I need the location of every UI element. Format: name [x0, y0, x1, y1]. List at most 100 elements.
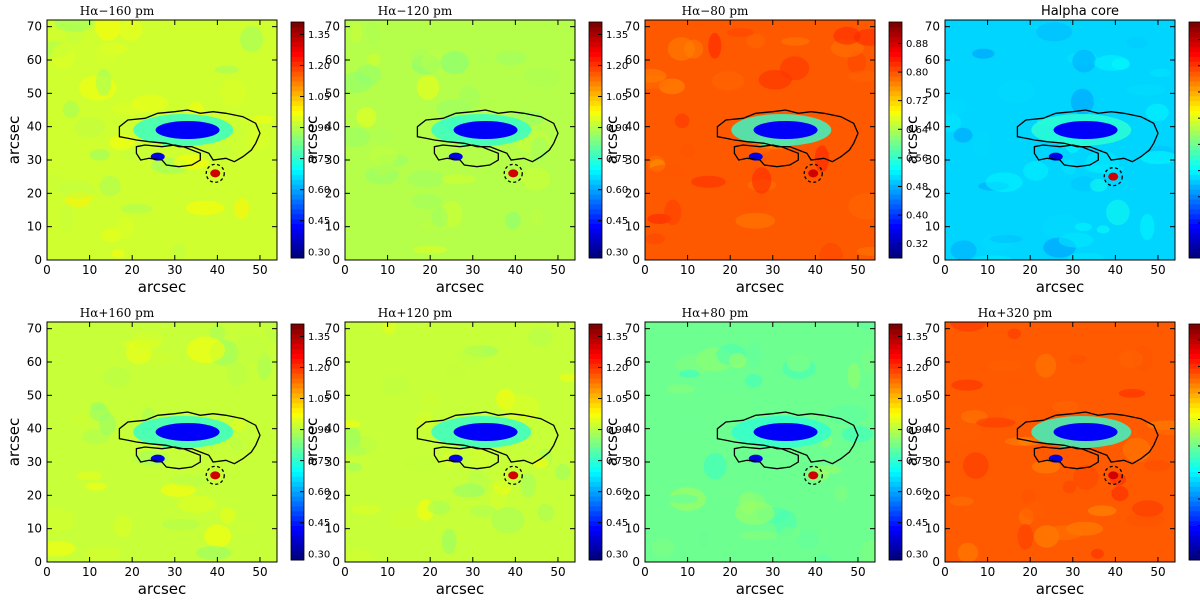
colorbar-segment [291, 56, 304, 62]
colorbar-segment [291, 338, 304, 345]
colorbar-segment [589, 397, 602, 404]
texture-blob [73, 117, 106, 138]
colorbar-segment [291, 417, 304, 423]
pore-contour [433, 144, 499, 168]
colorbar-segment [589, 545, 602, 551]
colorbar-segment [589, 100, 602, 107]
x-tick-label: 0 [341, 263, 349, 277]
colorbar-segment [889, 41, 902, 48]
colorbar-segment [889, 130, 902, 136]
colorbar-segment [291, 437, 304, 443]
colorbar-segment [1189, 515, 1200, 522]
y-tick-label: 50 [325, 86, 340, 100]
colorbar-segment [589, 343, 602, 350]
y-tick-label: 50 [925, 388, 940, 402]
colorbar-segment [889, 520, 902, 527]
colorbar-segment [1189, 238, 1200, 244]
colorbar-segment [589, 253, 602, 259]
colorbar-segment [889, 61, 902, 67]
colorbar-segment [291, 353, 304, 359]
colorbar-segment [291, 95, 304, 102]
pore-contour [1033, 144, 1099, 168]
colorbar-segment [889, 238, 902, 244]
texture-blob [440, 174, 476, 185]
colorbar-segment [291, 125, 304, 131]
colorbar-segment [291, 149, 304, 156]
colorbar-tick-label: 0.75 [308, 456, 330, 467]
colorbar-segment [1189, 383, 1200, 389]
texture-blob [350, 504, 382, 515]
colorbar-segment [1189, 164, 1200, 170]
colorbar-segment [589, 218, 602, 225]
colorbar-segment [889, 174, 902, 180]
texture-blob [827, 404, 868, 425]
texture-blob [1118, 388, 1146, 398]
y-tick-label: 0 [34, 555, 42, 569]
texture-blob [667, 37, 695, 61]
panel-title: Hα+80 pm [682, 306, 749, 320]
x-tick-label: 40 [508, 565, 523, 579]
colorbar-segment [291, 348, 304, 354]
colorbar-segment [291, 66, 304, 72]
colorbar-segment [1189, 208, 1200, 215]
colorbar-segment [589, 451, 602, 458]
x-tick-label: 50 [252, 565, 267, 579]
texture-blob [99, 175, 121, 197]
texture-blob [1062, 159, 1077, 175]
colorbar-segment [291, 446, 304, 453]
colorbar-segment [889, 437, 902, 443]
y-tick-label: 30 [925, 153, 940, 167]
colorbar-segment [1189, 446, 1200, 453]
colorbar-segment [889, 501, 902, 507]
colorbar-segment [589, 496, 602, 502]
texture-blob [1096, 225, 1110, 234]
colorbar-segment [889, 456, 902, 463]
panel-title: Hα−80 pm [682, 4, 749, 18]
texture-blob [1122, 437, 1151, 463]
colorbar-segment [1189, 159, 1200, 166]
x-tick-label: 30 [1065, 263, 1080, 277]
texture-blob [1007, 328, 1022, 340]
colorbar-segment [291, 130, 304, 136]
colorbar-segment [291, 140, 304, 146]
texture-blob [1070, 88, 1094, 115]
texture-blob [161, 519, 201, 531]
y-tick-label: 50 [625, 388, 640, 402]
colorbar-segment [1189, 248, 1200, 254]
umbra [453, 423, 518, 441]
y-tick-label: 30 [27, 455, 42, 469]
texture-blob [711, 71, 745, 91]
colorbar-segment [889, 353, 902, 359]
pore-contour [733, 144, 799, 168]
colorbar-segment [589, 105, 602, 111]
colorbar-segment [291, 520, 304, 527]
y-tick-label: 50 [27, 388, 42, 402]
brightening-kernel [808, 169, 819, 178]
y-tick-label: 70 [625, 322, 640, 336]
colorbar-segment [589, 164, 602, 170]
x-tick-label: 10 [680, 565, 695, 579]
colorbar-segment [889, 397, 902, 404]
texture-blob [735, 212, 776, 229]
colorbar-segment [589, 135, 602, 141]
texture-blob [997, 79, 1036, 104]
colorbar-segment [889, 36, 902, 43]
y-tick-label: 60 [27, 53, 42, 67]
colorbar-segment [1189, 501, 1200, 507]
colorbar-segment [1189, 243, 1200, 249]
colorbar-segment [1189, 194, 1200, 200]
colorbar-segment [889, 233, 902, 239]
y-tick-label: 40 [27, 120, 42, 134]
y-tick-label: 20 [625, 488, 640, 502]
texture-blob [1084, 164, 1124, 174]
colorbar-segment [291, 115, 304, 121]
y-axis-label: arcsec [903, 116, 921, 165]
colorbar-segment [589, 159, 602, 166]
umbra [155, 121, 220, 139]
colorbar-tick-label: 1.20 [308, 363, 330, 374]
texture-blob [265, 324, 277, 333]
texture-blob [1143, 459, 1171, 472]
x-axis-label: arcsec [736, 580, 785, 598]
colorbar-segment [889, 446, 902, 453]
texture-blob [559, 373, 575, 383]
